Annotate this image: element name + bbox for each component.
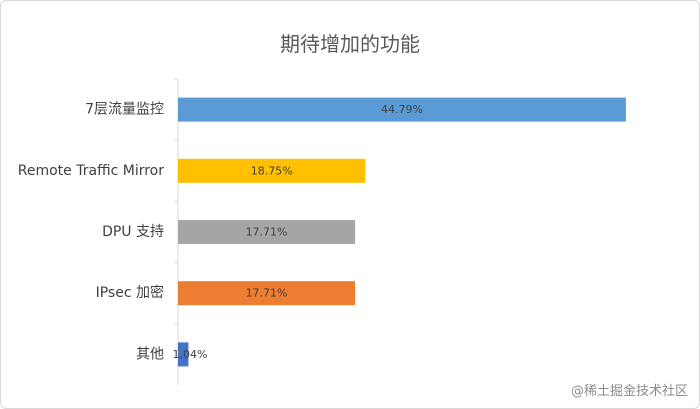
bar: [178, 97, 626, 122]
data-label: 44.79%: [381, 103, 423, 116]
bar: [178, 158, 366, 183]
category-tick-label: Remote Traffic Mirror: [18, 163, 164, 179]
data-label: 17.71%: [246, 287, 288, 300]
category-tick-label: IPsec 加密: [96, 284, 164, 301]
data-label: 18.75%: [251, 164, 293, 177]
bar: [178, 342, 189, 367]
watermark-text: @稀土掘金技术社区: [570, 384, 688, 399]
category-tick-label: DPU 支持: [102, 224, 164, 240]
category-tick-label: 7层流量监控: [85, 102, 164, 118]
bar: [178, 220, 356, 244]
category-tick-label: 其他: [136, 346, 164, 362]
data-label: 1.04%: [173, 348, 208, 361]
bar: [178, 281, 356, 306]
chart-title: 期待增加的功能: [280, 32, 420, 56]
data-label: 17.71%: [246, 226, 288, 239]
